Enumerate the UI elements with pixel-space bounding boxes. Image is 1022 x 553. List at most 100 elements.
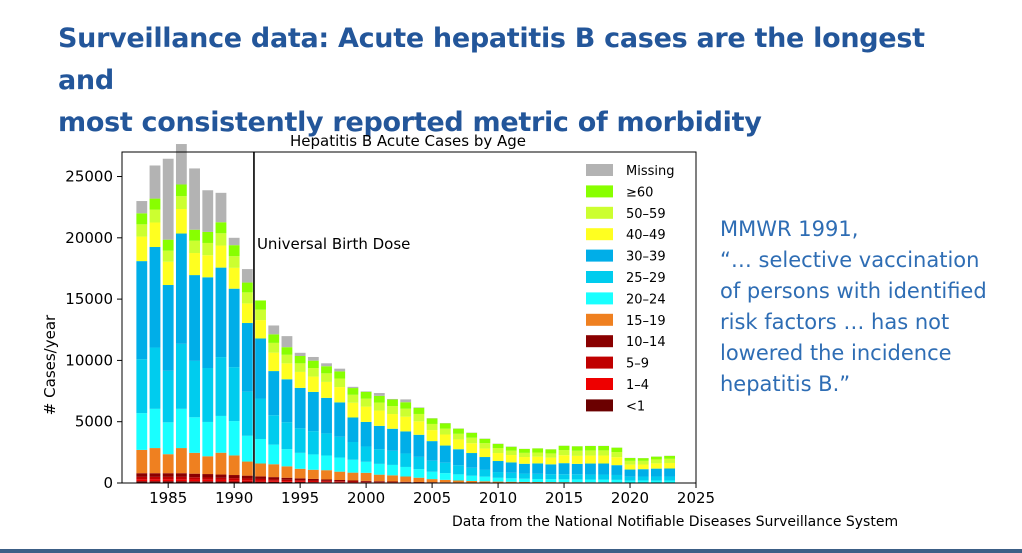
bar-segment (307, 469, 319, 479)
bar-segment (624, 464, 636, 470)
bar-segment (466, 453, 478, 468)
bar-segment (334, 378, 346, 388)
bar-segment (294, 478, 306, 481)
bar-segment (519, 481, 530, 483)
bar-segment (664, 480, 676, 483)
bar-segment (387, 399, 398, 407)
bar-segment (268, 352, 280, 372)
bar-segment (281, 481, 293, 483)
bar-segment (651, 459, 662, 464)
bar-segment (149, 347, 161, 409)
legend-swatch (586, 271, 613, 283)
bar-segment (413, 477, 425, 482)
legend-swatch (586, 335, 613, 348)
bar-segment (321, 470, 332, 480)
bar-segment (255, 309, 266, 321)
bar-segment (241, 475, 253, 479)
bar-segment (281, 481, 293, 482)
bar-segment (202, 479, 214, 482)
bar-segment (281, 479, 293, 482)
bar-segment (571, 479, 583, 483)
bar-segment (189, 481, 200, 483)
bar-segment (598, 474, 610, 480)
bar-segment (281, 336, 293, 348)
bar-segment (637, 480, 649, 483)
bar-segment (294, 481, 306, 483)
bar-segment (334, 480, 346, 482)
bar-segment (519, 452, 530, 458)
bar-segment (334, 471, 346, 480)
bar-segment (307, 431, 319, 455)
bar-segment (202, 277, 214, 369)
bar-segment (281, 466, 293, 478)
bar-segment (400, 476, 412, 482)
bar-segment (149, 476, 161, 480)
bar-segment (215, 222, 227, 234)
slide-title-line-2: most consistently reported metric of mor… (58, 107, 762, 138)
bar-segment (387, 475, 398, 482)
bar-segment (149, 198, 161, 210)
bar-segment (334, 402, 346, 437)
bar-segment (136, 261, 148, 360)
bar-segment (334, 436, 346, 458)
bar-segment (175, 196, 187, 209)
bar-segment (241, 391, 253, 436)
quote-line: “… selective vaccination (720, 248, 980, 272)
bar-segment (387, 481, 398, 483)
bar-segment (400, 431, 412, 454)
bar-segment (439, 423, 451, 429)
bar-segment (505, 455, 517, 463)
bar-segment (255, 480, 266, 482)
bar-segment (479, 469, 491, 477)
bar-segment (558, 455, 570, 464)
bar-segment (479, 481, 491, 483)
bar-segment (228, 421, 240, 456)
bar-segment (268, 444, 280, 465)
legend-label: 20–24 (626, 292, 666, 307)
bar-segment (453, 433, 464, 440)
bar-segment (307, 356, 319, 361)
quote-line: risk factors … has not (720, 310, 950, 334)
bar-segment (373, 463, 385, 475)
bar-segment (307, 454, 319, 470)
bar-segment (321, 397, 332, 434)
x-tick-label: 2000 (347, 489, 385, 507)
x-tick-label: 1995 (281, 489, 319, 507)
bar-segment (598, 455, 610, 464)
bar-segment (294, 371, 306, 388)
bar-segment (505, 462, 517, 473)
bar-segment (149, 448, 161, 474)
annotation-layer: Universal Birth Dose (253, 152, 410, 483)
bar-segment (505, 472, 517, 479)
bar-segment (611, 474, 623, 480)
bar-segment (413, 469, 425, 478)
x-tick-label: 1990 (215, 489, 253, 507)
bar-segment (162, 454, 174, 474)
bar-segment (175, 343, 187, 409)
bar-segment (360, 421, 372, 447)
bar-segment (611, 452, 623, 458)
bar-segment (571, 455, 583, 464)
bar-segment (294, 452, 306, 469)
legend-swatch (586, 378, 613, 390)
bar-segment (215, 357, 227, 416)
bar-segment (241, 480, 253, 482)
bar-segment (281, 347, 293, 355)
bar-segment (347, 459, 359, 473)
bar-segment (387, 406, 398, 415)
bar-segment (241, 478, 253, 481)
bar-segment (426, 418, 438, 424)
data-source-note: Data from the National Notifiable Diseas… (452, 514, 899, 530)
bar-segment (453, 480, 464, 483)
bar-segment (307, 376, 319, 392)
bar-segment (241, 481, 253, 483)
bar-segment (611, 457, 623, 466)
bar-segment (294, 355, 306, 364)
bar-segment (347, 441, 359, 460)
slide-title: Surveillance data: Acute hepatitis B cas… (58, 18, 958, 144)
legend: Missing ≥60 50–59 40–49 30–39 25–29 20–24 15–19… (586, 164, 674, 414)
bar-segment (466, 432, 478, 438)
bar-segment (334, 368, 346, 372)
axes-layer: 1985 1990 1995 2000 2005 2010 2015 2020 2025 0 500… (65, 151, 715, 507)
bar-segment (281, 354, 293, 364)
